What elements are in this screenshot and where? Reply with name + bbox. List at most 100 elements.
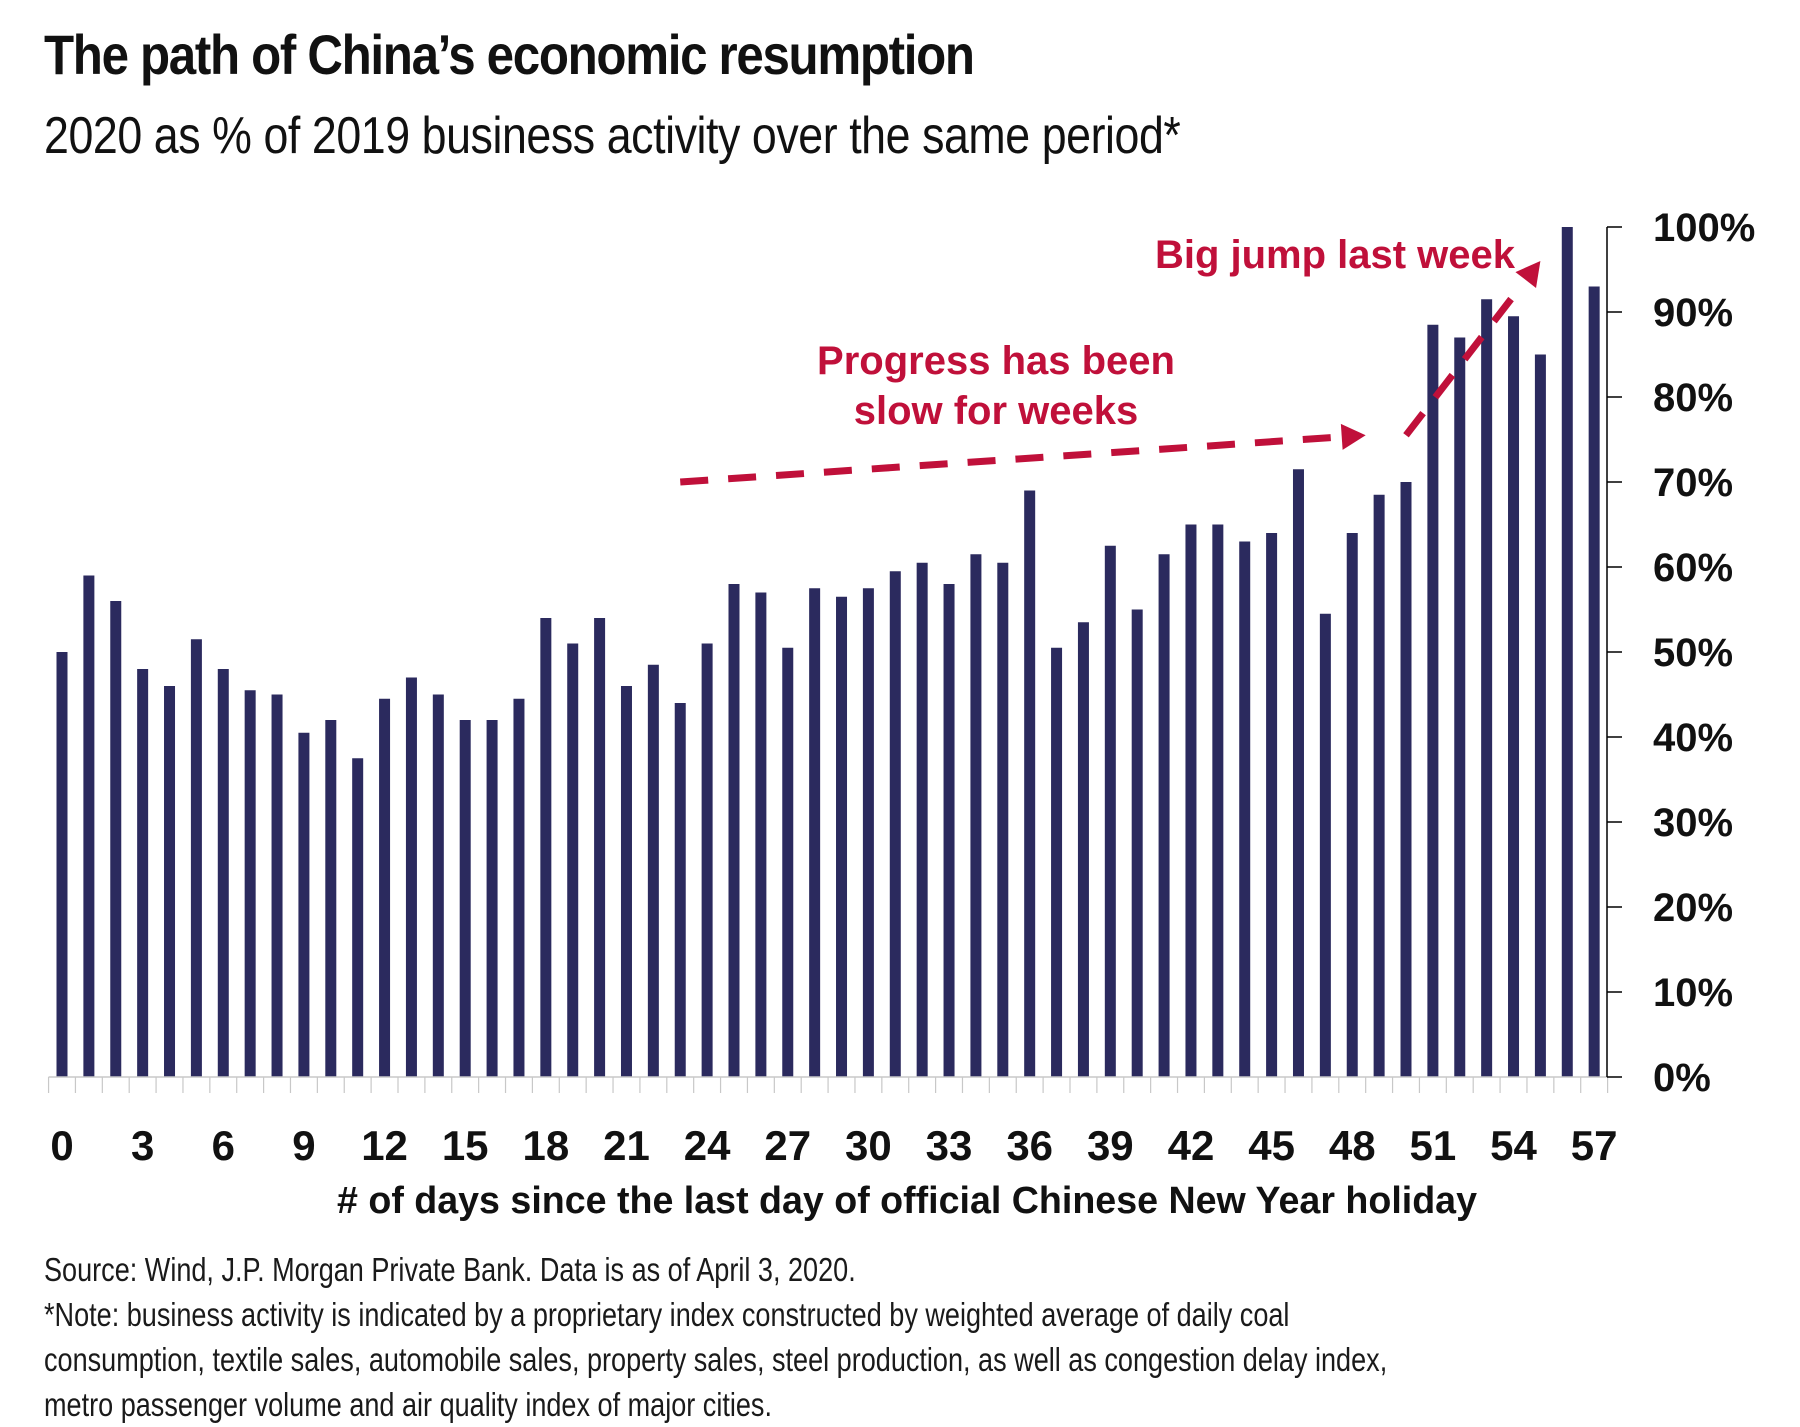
y-axis: 0% 10% 20% 30% 40% 50% 60% 70% 80% 90% 100% [1606, 206, 1755, 1100]
slow-progress-arrow-line [680, 433, 1334, 486]
bar [352, 758, 364, 1077]
y-tick-label: 20% [1653, 886, 1733, 930]
bars-group [56, 227, 1600, 1077]
x-tick-label: 39 [1087, 1122, 1134, 1169]
bar [1212, 524, 1224, 1077]
bar [1346, 533, 1358, 1077]
x-tick-label: 3 [131, 1122, 154, 1169]
bar [620, 686, 632, 1077]
bar [889, 571, 901, 1077]
bar [379, 698, 391, 1077]
y-tick-label: 0% [1653, 1056, 1711, 1100]
bar [486, 720, 498, 1077]
bar [432, 694, 444, 1077]
big-jump-arrow-head [1515, 261, 1541, 288]
bar [594, 618, 606, 1077]
x-tick-label: 24 [684, 1122, 731, 1169]
bar [728, 584, 740, 1077]
bar [1481, 299, 1493, 1077]
x-tick-label: 54 [1490, 1122, 1537, 1169]
x-tick-label: 27 [764, 1122, 811, 1169]
bar [1454, 337, 1466, 1077]
y-tick-label: 100% [1653, 206, 1755, 250]
x-tick-label: 15 [442, 1122, 489, 1169]
bar [701, 643, 713, 1077]
annotation-slow-progress-text: Progress has been [817, 339, 1175, 383]
bar [916, 562, 928, 1077]
bar [540, 618, 552, 1077]
bar [782, 647, 794, 1077]
bar [190, 639, 202, 1077]
bar [1104, 545, 1116, 1077]
bar [1024, 490, 1036, 1077]
bar [405, 677, 417, 1077]
chart-subtitle: 2020 as % of 2019 business activity over… [44, 107, 1181, 165]
bar [1588, 286, 1600, 1077]
chart-title: The path of China’s economic resumption [44, 23, 975, 86]
x-tick-label: 0 [50, 1122, 73, 1169]
bar [647, 664, 659, 1077]
x-tick-label: 12 [361, 1122, 408, 1169]
bar [298, 732, 310, 1077]
bar [1400, 482, 1412, 1077]
bar [1561, 227, 1573, 1077]
footnote-line: metro passenger volume and air quality i… [44, 1386, 772, 1423]
y-tick-label: 80% [1653, 376, 1733, 420]
bar [459, 720, 471, 1077]
bar [1508, 316, 1520, 1077]
y-tick-label: 70% [1653, 461, 1733, 505]
y-tick-label: 60% [1653, 546, 1733, 590]
bar [1158, 554, 1170, 1077]
bar [217, 669, 229, 1077]
bar [164, 686, 176, 1077]
x-tick-label: 33 [926, 1122, 973, 1169]
bar [137, 669, 149, 1077]
bar [755, 592, 767, 1077]
bar [1373, 494, 1385, 1077]
y-tick-label: 40% [1653, 716, 1733, 760]
bar [836, 596, 848, 1077]
x-tick-label: 42 [1168, 1122, 1215, 1169]
bar [1292, 469, 1304, 1077]
source-note: Source: Wind, J.P. Morgan Private Bank. … [44, 1251, 856, 1288]
bar [83, 575, 95, 1077]
bar [1319, 613, 1331, 1077]
bar [56, 652, 68, 1077]
bar [1239, 541, 1251, 1077]
x-tick-label: 6 [212, 1122, 235, 1169]
y-tick-label: 50% [1653, 631, 1733, 675]
x-tick-label: 21 [603, 1122, 650, 1169]
x-tick-label: 45 [1248, 1122, 1295, 1169]
x-tick-label: 30 [845, 1122, 892, 1169]
x-tick-label: 18 [522, 1122, 569, 1169]
bar [809, 588, 821, 1077]
y-tick-label: 30% [1653, 801, 1733, 845]
bar [567, 643, 579, 1077]
footnote-line: consumption, textile sales, automobile s… [44, 1341, 1388, 1378]
x-tick-label: 48 [1329, 1122, 1376, 1169]
bar [1185, 524, 1197, 1077]
bar [862, 588, 874, 1077]
bar [1266, 533, 1278, 1077]
bar [970, 554, 982, 1077]
bar [997, 562, 1009, 1077]
footer: Source: Wind, J.P. Morgan Private Bank. … [44, 1247, 1387, 1427]
bar [244, 690, 256, 1077]
x-axis-labels: 0 3 6 9 12 15 18 21 24 27 30 33 36 39 42 45 48 51 54 57 [50, 1122, 1617, 1169]
y-tick-label: 10% [1653, 971, 1733, 1015]
footnote-line: *Note: business activity is indicated by… [44, 1296, 1290, 1333]
bar [271, 694, 283, 1077]
x-tick-label: 9 [292, 1122, 315, 1169]
annotation-big-jump-text: Big jump last week [1155, 233, 1516, 277]
annotation-slow-progress-text: slow for weeks [854, 389, 1139, 433]
x-tick-label: 57 [1571, 1122, 1618, 1169]
bar [1427, 324, 1439, 1077]
x-tick-label: 36 [1006, 1122, 1053, 1169]
annotations: Progress has been slow for weeks Big jump … [680, 233, 1541, 486]
bar [1534, 354, 1546, 1077]
y-tick-label: 90% [1653, 291, 1733, 335]
x-axis-ticks [47, 1076, 1609, 1093]
bar [1051, 647, 1063, 1077]
bar [513, 698, 525, 1077]
bar [1131, 609, 1143, 1077]
